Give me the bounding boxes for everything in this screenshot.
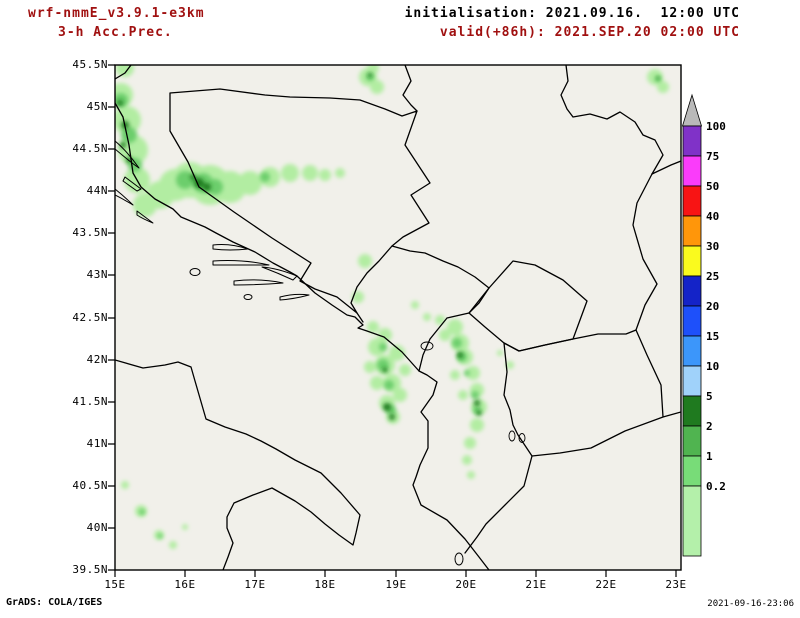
coastline-east-adriatic	[115, 102, 490, 570]
border-serbia-romania	[560, 65, 664, 175]
x-axis-ticks	[114, 570, 677, 577]
colorbar-tick-label: 50	[706, 180, 720, 193]
colorbar-segment	[682, 455, 702, 487]
grads-credit-label: GrADS: COLA/IGES	[6, 597, 103, 608]
y-axis-tick-label: 42N	[86, 353, 108, 366]
colorbar-tick-label: 20	[706, 300, 720, 313]
colorbar-tick-label: 40	[706, 210, 720, 223]
colorbar-tick-label: 0.2	[706, 480, 726, 493]
colorbar-segment	[682, 155, 702, 187]
y-axis-tick-label: 41N	[86, 437, 108, 450]
colorbar-segment	[682, 185, 702, 217]
colorbar-segment	[682, 485, 702, 557]
colorbar-segment	[682, 215, 702, 247]
border-montenegro	[356, 245, 490, 372]
y-axis-tick-label: 41.5N	[72, 395, 108, 408]
colorbar-segment	[682, 335, 702, 367]
y-axis-tick-label: 39.5N	[72, 563, 108, 576]
adriatic-islands	[115, 140, 464, 566]
y-axis-tick-label: 45.5N	[72, 58, 108, 71]
colorbar-tick-label: 1	[706, 450, 713, 463]
x-axis-tick-label: 21E	[525, 578, 547, 591]
x-axis-tick-label: 19E	[385, 578, 407, 591]
x-axis-tick-label: 16E	[174, 578, 196, 591]
y-axis-tick-label: 43N	[86, 268, 108, 281]
y-axis-ticks	[108, 64, 115, 571]
colorbar-tick-label: 5	[706, 390, 713, 403]
colorbar-tick-label: 25	[706, 270, 720, 283]
colorbar-tick-label: 100	[706, 120, 726, 133]
colorbar-arrow-top	[681, 93, 703, 127]
colorbar-segment	[682, 425, 702, 457]
x-axis-tick-label: 15E	[104, 578, 126, 591]
y-axis-tick-label: 40.5N	[72, 479, 108, 492]
product-title: 3-h Acc.Prec.	[58, 25, 173, 40]
colorbar-segment	[682, 365, 702, 397]
init-time-label: initialisation: 2021.09.16. 12:00 UTC	[404, 6, 740, 21]
x-axis-tick-label: 20E	[455, 578, 477, 591]
x-axis-tick-label: 22E	[595, 578, 617, 591]
creation-timestamp: 2021-09-16-23:06	[707, 599, 794, 609]
colorbar-segment	[682, 245, 702, 277]
border-macedonia	[503, 329, 681, 457]
colorbar-tick-label: 10	[706, 360, 720, 373]
border-kosovo	[468, 260, 588, 352]
valid-time-label: valid(+86h): 2021.SEP.20 02:00 UTC	[439, 25, 740, 40]
coastline-italy	[115, 359, 361, 570]
colorbar-segment	[682, 275, 702, 307]
y-axis-tick-label: 44.5N	[72, 142, 108, 155]
y-axis-tick-label: 43.5N	[72, 226, 108, 239]
y-axis-tick-label: 42.5N	[72, 311, 108, 324]
precip-dark-layer	[117, 73, 660, 420]
map-lines	[115, 65, 681, 570]
colorbar	[681, 93, 703, 557]
colorbar-segment	[682, 125, 702, 157]
colorbar-tick-label: 2	[706, 420, 713, 433]
border-serbia-bulgaria	[632, 173, 658, 331]
colorbar-tick-label: 75	[706, 150, 720, 163]
colorbar-tick-label: 15	[706, 330, 720, 343]
colorbar-tick-label: 30	[706, 240, 720, 253]
y-axis-tick-label: 40N	[86, 521, 108, 534]
x-axis-tick-label: 23E	[665, 578, 687, 591]
lakes	[420, 341, 526, 443]
x-axis-tick-label: 17E	[244, 578, 266, 591]
colorbar-segment	[682, 395, 702, 427]
y-axis-tick-label: 44N	[86, 184, 108, 197]
y-axis-tick-label: 45N	[86, 100, 108, 113]
border-albania-greece	[464, 455, 533, 554]
model-title: wrf-nmmE_v3.9.1-e3km	[28, 6, 205, 21]
colorbar-segment	[682, 305, 702, 337]
x-axis-tick-label: 18E	[314, 578, 336, 591]
border-romania-bulgaria	[651, 160, 681, 175]
border-croatia-serbia	[402, 65, 418, 112]
map-background	[115, 65, 681, 570]
border-slovenia-croatia	[115, 65, 132, 80]
border-bosnia	[169, 88, 431, 314]
